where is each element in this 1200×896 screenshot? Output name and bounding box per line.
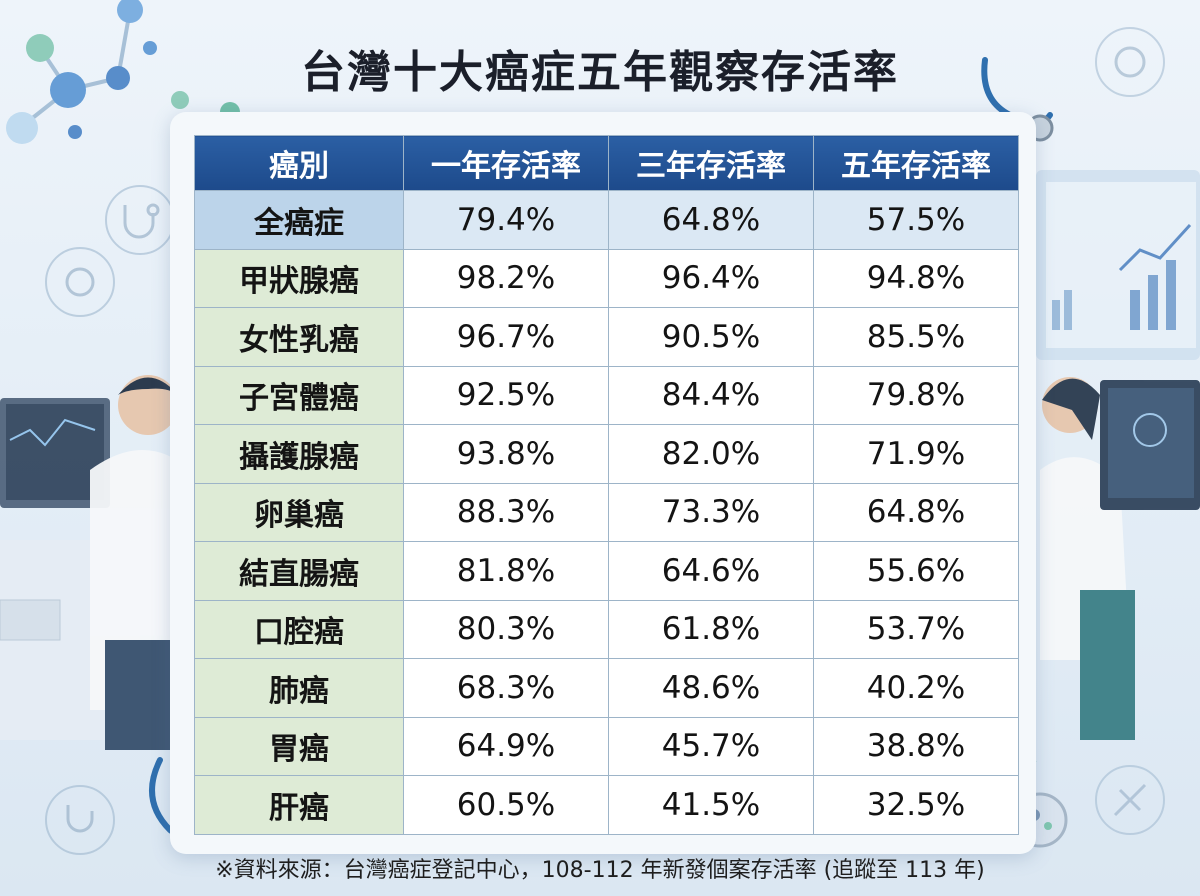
survival-rate-cell: 38.8% — [813, 716, 1019, 776]
cancer-type-cell: 攝護腺癌 — [194, 424, 404, 484]
survival-rate-cell: 32.5% — [813, 775, 1019, 835]
cancer-type-cell: 甲狀腺癌 — [194, 248, 404, 308]
survival-rate-cell: 81.8% — [403, 541, 609, 601]
survival-table: 癌別 一年存活率 三年存活率 五年存活率 全癌症 79.4% 64.8% 57.5% 甲… — [194, 135, 1019, 835]
dna-icon — [1095, 765, 1165, 835]
table-row: 胃癌 64.9% 45.7% 38.8% — [194, 716, 1019, 776]
cancer-type-cell: 肝癌 — [194, 775, 404, 835]
table-row: 女性乳癌 96.7% 90.5% 85.5% — [194, 307, 1019, 367]
monitor-chart-illustration — [0, 398, 140, 740]
doctor-illustration — [1040, 377, 1200, 740]
cancer-type-cell: 口腔癌 — [194, 599, 404, 659]
column-header: 一年存活率 — [403, 135, 609, 191]
survival-rate-cell: 79.4% — [403, 190, 609, 250]
survival-rate-cell: 98.2% — [403, 248, 609, 308]
table-row: 攝護腺癌 93.8% 82.0% 71.9% — [194, 424, 1019, 484]
survival-rate-cell: 88.3% — [403, 482, 609, 542]
monitor-chart-illustration — [1036, 170, 1200, 360]
survival-rate-cell: 40.2% — [813, 658, 1019, 718]
table-row: 口腔癌 80.3% 61.8% 53.7% — [194, 599, 1019, 659]
survival-rate-cell: 73.3% — [608, 482, 814, 542]
survival-rate-cell: 57.5% — [813, 190, 1019, 250]
table-header-row: 癌別 一年存活率 三年存活率 五年存活率 — [194, 135, 1019, 191]
survival-rate-cell: 82.0% — [608, 424, 814, 484]
survival-rate-cell: 64.6% — [608, 541, 814, 601]
table-row: 肺癌 68.3% 48.6% 40.2% — [194, 658, 1019, 718]
table-body: 全癌症 79.4% 64.8% 57.5% 甲狀腺癌 98.2% 96.4% 94.8% 女性乳… — [194, 190, 1019, 835]
survival-rate-cell: 68.3% — [403, 658, 609, 718]
survival-rate-cell: 48.6% — [608, 658, 814, 718]
survival-rate-cell: 80.3% — [403, 599, 609, 659]
survival-rate-cell: 53.7% — [813, 599, 1019, 659]
survival-rate-cell: 85.5% — [813, 307, 1019, 367]
cancer-type-cell: 結直腸癌 — [194, 541, 404, 601]
chart-title: 台灣十大癌症五年觀察存活率 — [301, 47, 899, 98]
virus-icon — [45, 247, 115, 317]
survival-rate-cell: 71.9% — [813, 424, 1019, 484]
survival-rate-cell: 45.7% — [608, 716, 814, 776]
survival-rate-cell: 55.6% — [813, 541, 1019, 601]
cancer-type-cell: 肺癌 — [194, 658, 404, 718]
survival-rate-cell: 84.4% — [608, 365, 814, 425]
stethoscope-icon — [45, 785, 115, 855]
cancer-type-cell: 全癌症 — [194, 190, 404, 250]
column-header: 五年存活率 — [813, 135, 1019, 191]
table-row: 卵巢癌 88.3% 73.3% 64.8% — [194, 482, 1019, 542]
survival-rate-cell: 96.4% — [608, 248, 814, 308]
table-row: 結直腸癌 81.8% 64.6% 55.6% — [194, 541, 1019, 601]
cancer-type-cell: 胃癌 — [194, 716, 404, 776]
cancer-type-cell: 子宮體癌 — [194, 365, 404, 425]
survival-rate-cell: 94.8% — [813, 248, 1019, 308]
survival-rate-cell: 90.5% — [608, 307, 814, 367]
cancer-type-cell: 卵巢癌 — [194, 482, 404, 542]
survival-rate-cell: 60.5% — [403, 775, 609, 835]
table-row: 肝癌 60.5% 41.5% 32.5% — [194, 775, 1019, 835]
survival-rate-cell: 92.5% — [403, 365, 609, 425]
table-row: 子宮體癌 92.5% 84.4% 79.8% — [194, 365, 1019, 425]
survival-rate-cell: 61.8% — [608, 599, 814, 659]
survival-rate-cell: 96.7% — [403, 307, 609, 367]
table-row: 全癌症 79.4% 64.8% 57.5% — [194, 190, 1019, 250]
table-row: 甲狀腺癌 98.2% 96.4% 94.8% — [194, 248, 1019, 308]
survival-rate-cell: 41.5% — [608, 775, 814, 835]
column-header: 癌別 — [194, 135, 404, 191]
survival-rate-cell: 64.8% — [608, 190, 814, 250]
column-header: 三年存活率 — [608, 135, 814, 191]
survival-rate-cell: 79.8% — [813, 365, 1019, 425]
cancer-type-cell: 女性乳癌 — [194, 307, 404, 367]
source-footnote: ※資料來源：台灣癌症登記中心，108-112 年新發個案存活率 (追蹤至 113… — [215, 858, 985, 883]
stethoscope-icon — [105, 185, 175, 255]
survival-rate-cell: 93.8% — [403, 424, 609, 484]
survival-rate-cell: 64.9% — [403, 716, 609, 776]
survival-rate-cell: 64.8% — [813, 482, 1019, 542]
